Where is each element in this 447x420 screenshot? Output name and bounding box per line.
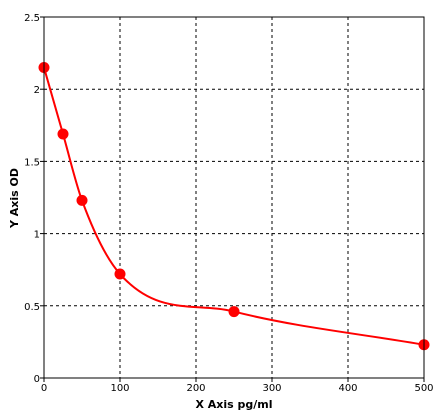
data-point-1 [57,128,69,140]
y-axis-ticks: 0 0.5 1 1.5 2 2.5 [24,13,44,385]
y-tick-label-1: 0.5 [24,302,40,313]
y-tick-label-3: 1.5 [24,157,40,168]
y-axis-title: Y Axis OD [8,168,21,229]
data-point-3 [114,268,126,280]
x-axis-title: X Axis pg/ml [195,398,272,411]
x-tick-label-2: 200 [186,383,205,394]
data-point-4 [228,306,240,318]
x-tick-label-4: 400 [338,383,357,394]
x-tick-label-3: 300 [262,383,281,394]
grid [44,17,424,378]
plot-background [44,17,424,378]
data-point-2 [76,194,88,206]
x-tick-label-0: 0 [41,383,47,394]
y-tick-label-2: 1 [34,230,40,241]
plot-frame [43,16,425,379]
y-tick-label-0: 0 [34,374,40,385]
x-axis-ticks: 0 100 200 300 400 500 [41,378,434,394]
x-tick-label-5: 500 [414,383,433,394]
y-tick-label-4: 2 [34,85,40,96]
x-tick-label-1: 100 [110,383,129,394]
y-tick-label-5: 2.5 [24,13,40,24]
